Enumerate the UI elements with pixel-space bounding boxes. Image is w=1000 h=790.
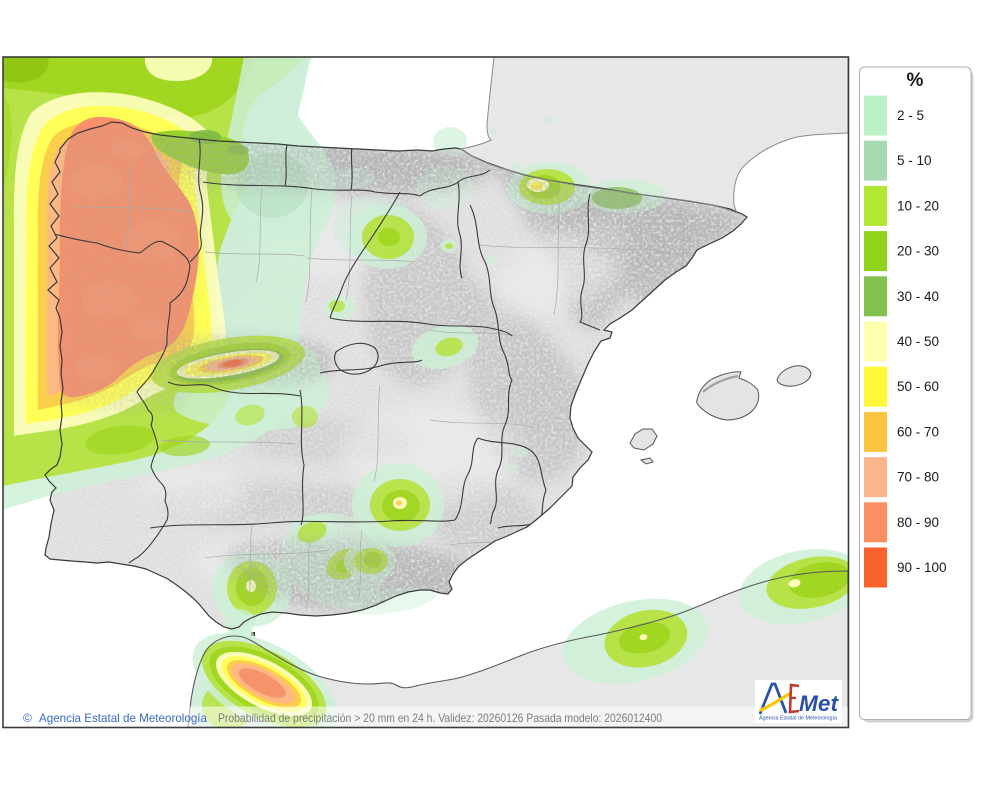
svg-text:70 - 80: 70 - 80 [897, 470, 939, 485]
svg-text:80 - 90: 80 - 90 [897, 515, 939, 530]
svg-text:90 - 100: 90 - 100 [897, 560, 947, 575]
svg-text:5 - 10: 5 - 10 [897, 153, 932, 168]
svg-text:20 - 30: 20 - 30 [897, 244, 939, 259]
svg-text:Met: Met [799, 691, 840, 716]
svg-text:%: % [907, 70, 924, 91]
svg-text:30 - 40: 30 - 40 [897, 289, 939, 304]
svg-text:60 - 70: 60 - 70 [897, 424, 939, 439]
svg-text:Agencia Estatal de Meteorologí: Agencia Estatal de Meteorología [39, 711, 207, 725]
svg-text:10 - 20: 10 - 20 [897, 198, 939, 213]
svg-text:40 - 50: 40 - 50 [897, 334, 939, 349]
svg-text:Probabilidad de precipitación: Probabilidad de precipitación > 20 mm en… [218, 711, 662, 725]
svg-text:Agencia Estatal de Meteorologí: Agencia Estatal de Meteorología [759, 716, 837, 722]
svg-text:2 - 5: 2 - 5 [897, 108, 924, 123]
svg-text:©: © [23, 711, 32, 725]
svg-text:50 - 60: 50 - 60 [897, 379, 939, 394]
